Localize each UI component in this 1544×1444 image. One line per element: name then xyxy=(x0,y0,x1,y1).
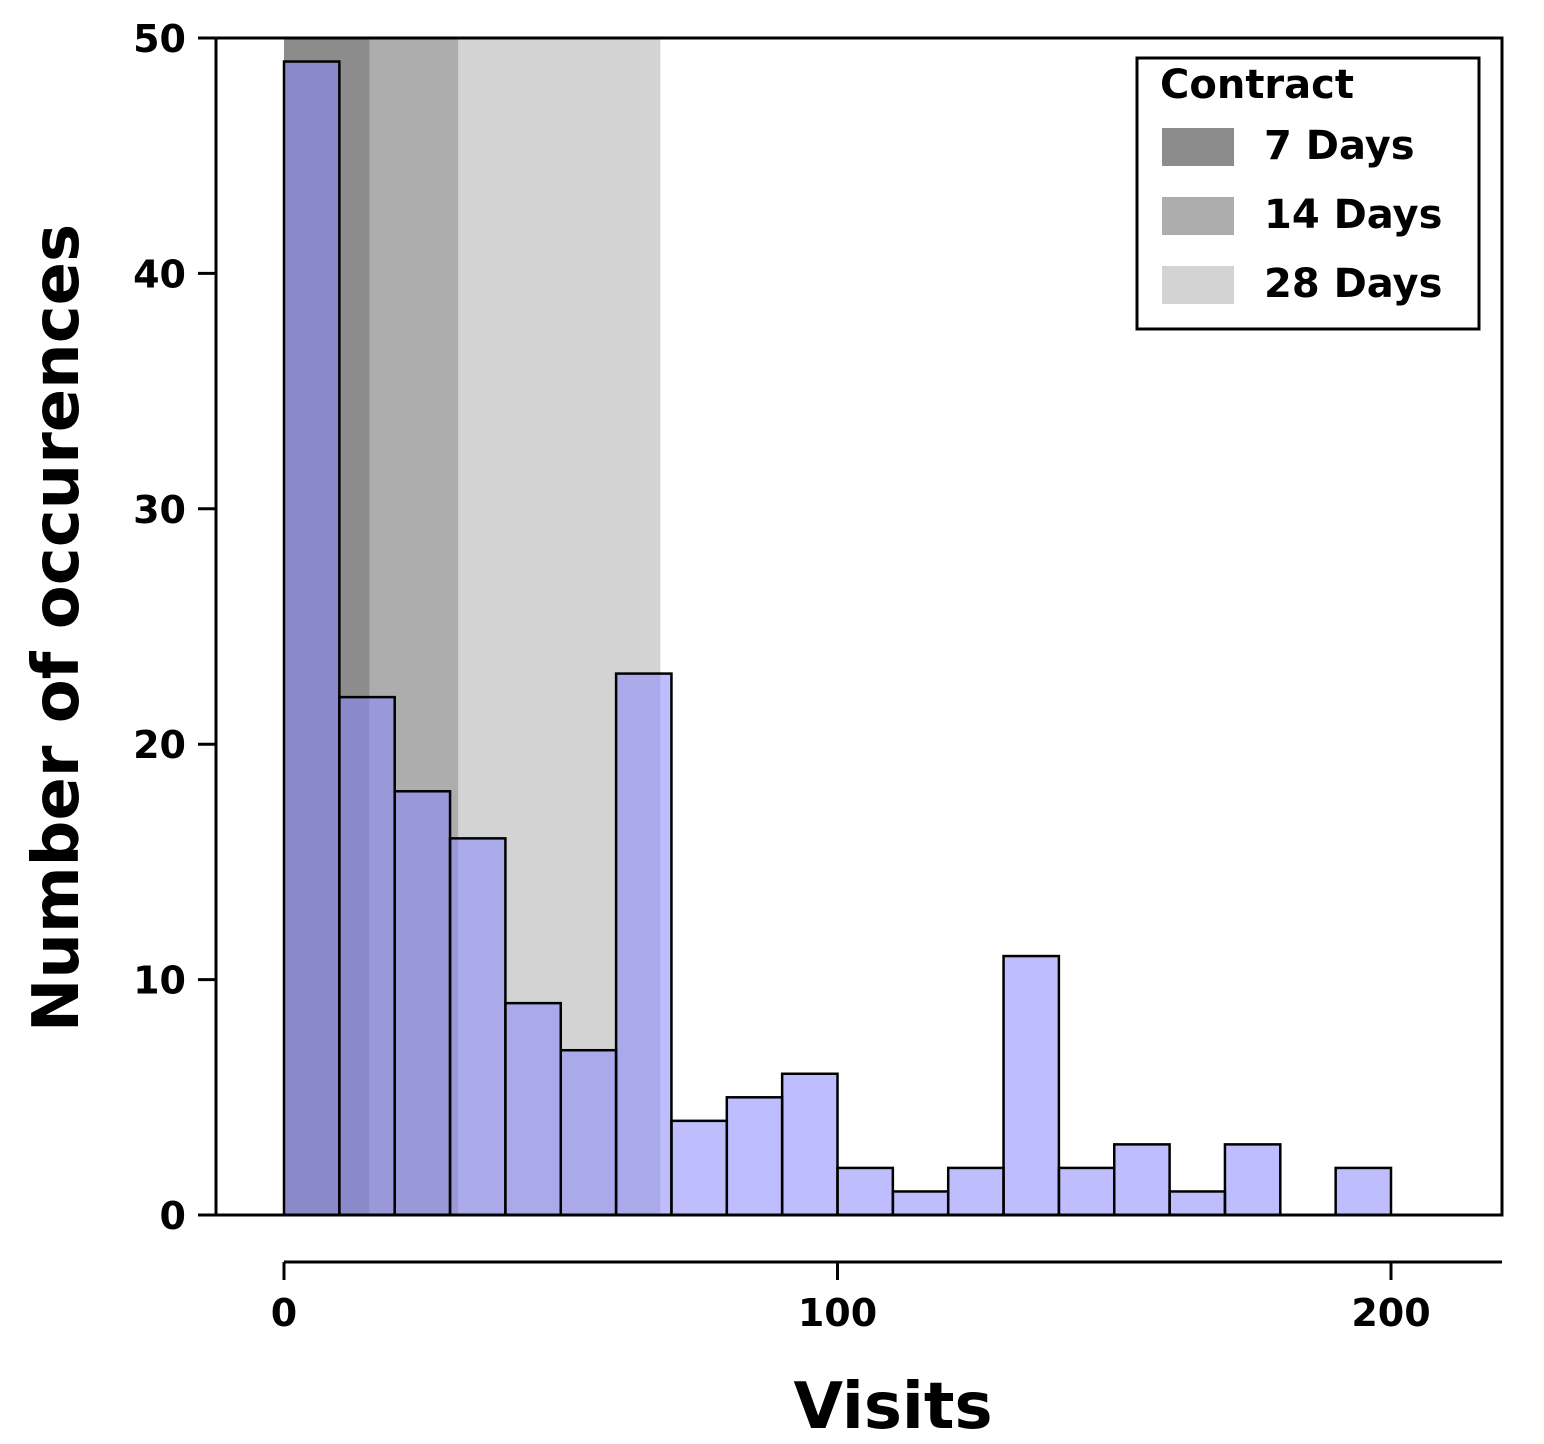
legend: Contract 7 Days 14 Days 28 Days xyxy=(1135,56,1481,331)
y-axis: 0 10 20 30 40 50 xyxy=(133,17,218,1238)
x-axis-title: Visits xyxy=(793,1370,992,1444)
bar-170 xyxy=(1224,1144,1281,1215)
y-tick-label: 40 xyxy=(133,252,186,296)
y-tick-label: 0 xyxy=(160,1194,186,1238)
x-tick-label: 200 xyxy=(1351,1291,1430,1335)
bar-10 xyxy=(339,697,395,1215)
bar-0 xyxy=(284,61,340,1215)
bar-140 xyxy=(1058,1167,1115,1215)
bar-190 xyxy=(1335,1167,1391,1215)
bar-120 xyxy=(948,1167,1004,1215)
x-tick-label: 0 xyxy=(271,1291,297,1335)
bar-30 xyxy=(450,838,506,1215)
bar-90 xyxy=(782,1073,838,1215)
bar-60 xyxy=(616,673,672,1215)
bar-100 xyxy=(837,1167,893,1215)
x-axis: 0 100 200 xyxy=(271,1260,1502,1335)
y-tick-label: 50 xyxy=(133,17,186,61)
legend-swatch-3 xyxy=(1162,266,1234,304)
bar-20 xyxy=(394,791,451,1215)
legend-label-2: 14 Days xyxy=(1264,192,1442,238)
bar-50 xyxy=(560,1050,617,1215)
bar-160 xyxy=(1169,1191,1225,1215)
y-axis-title: Number of occurences xyxy=(20,224,94,1032)
bar-150 xyxy=(1114,1144,1170,1215)
x-tick-label: 100 xyxy=(798,1291,877,1335)
bar-80 xyxy=(726,1097,783,1215)
legend-entries: 7 Days 14 Days 28 Days xyxy=(1162,123,1442,307)
legend-label-3: 28 Days xyxy=(1264,261,1442,307)
bar-130 xyxy=(1003,956,1059,1215)
y-tick-label: 30 xyxy=(133,488,186,532)
legend-label-1: 7 Days xyxy=(1264,123,1415,169)
legend-swatch-1 xyxy=(1162,128,1234,166)
bar-70 xyxy=(671,1120,727,1215)
bar-110 xyxy=(892,1191,949,1215)
y-tick-label: 10 xyxy=(133,959,186,1003)
legend-swatch-2 xyxy=(1162,197,1234,235)
y-tick-label: 20 xyxy=(133,723,186,767)
histogram-bars xyxy=(282,60,1393,1217)
legend-title: Contract xyxy=(1160,62,1354,108)
bar-40 xyxy=(505,1003,561,1215)
